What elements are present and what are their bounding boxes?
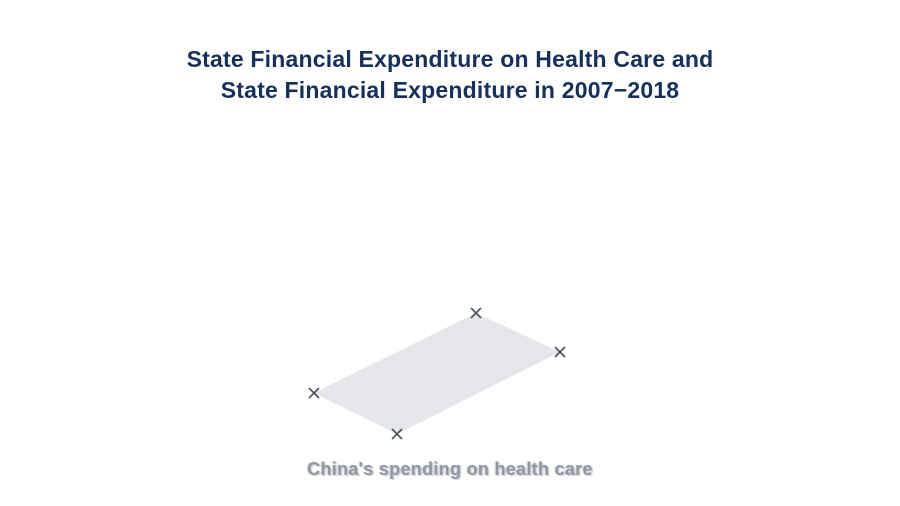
chart-title-line1: State Financial Expenditure on Health Ca… bbox=[186, 46, 714, 72]
plane-surface bbox=[314, 313, 560, 434]
corner-x-marker-right bbox=[554, 346, 566, 358]
corner-x-marker-bottom bbox=[391, 428, 403, 440]
chart-title-line2: State Financial Expenditure in 2007−2018 bbox=[220, 77, 680, 103]
corner-x-marker-left bbox=[308, 387, 320, 399]
chart-title: State Financial Expenditure on Health Ca… bbox=[0, 44, 900, 106]
corner-x-marker-top bbox=[470, 307, 482, 319]
subtitle-caption: China's spending on health care bbox=[307, 459, 593, 479]
